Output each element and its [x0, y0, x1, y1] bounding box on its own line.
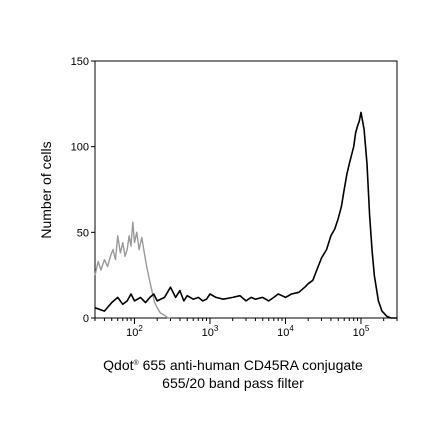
x-axis-title-line2: 655/20 band pass filter [162, 375, 304, 391]
y-axis-ticks: 0 50 100 150 [71, 56, 95, 325]
y-tick-label-3: 150 [71, 56, 89, 68]
y-tick-label-0: 0 [83, 313, 89, 325]
y-tick-label-2: 100 [71, 142, 89, 154]
x-tick-label-2: 104 [277, 324, 294, 339]
histogram-series-0 [94, 221, 171, 319]
x-axis-title-registered-mark: ® [134, 359, 140, 367]
series-layer [94, 111, 397, 319]
x-tick-label-0: 102 [126, 324, 143, 339]
x-axis-title-line1: Qdot® 655 anti-human CD45RA conjugate [103, 357, 363, 373]
x-axis-title-brand: Qdot [103, 357, 133, 373]
histogram-series-1 [94, 111, 397, 319]
x-tick-label-1: 103 [202, 324, 219, 339]
plot-frame [94, 60, 398, 319]
x-tick-label-3: 105 [353, 324, 370, 339]
x-axis-title-rest: 655 anti-human CD45RA conjugate [139, 357, 363, 373]
y-axis-title: Number of cells [38, 141, 54, 238]
y-tick-label-1: 50 [77, 227, 89, 239]
x-axis-ticks: 102 103 104 105 [94, 318, 398, 339]
